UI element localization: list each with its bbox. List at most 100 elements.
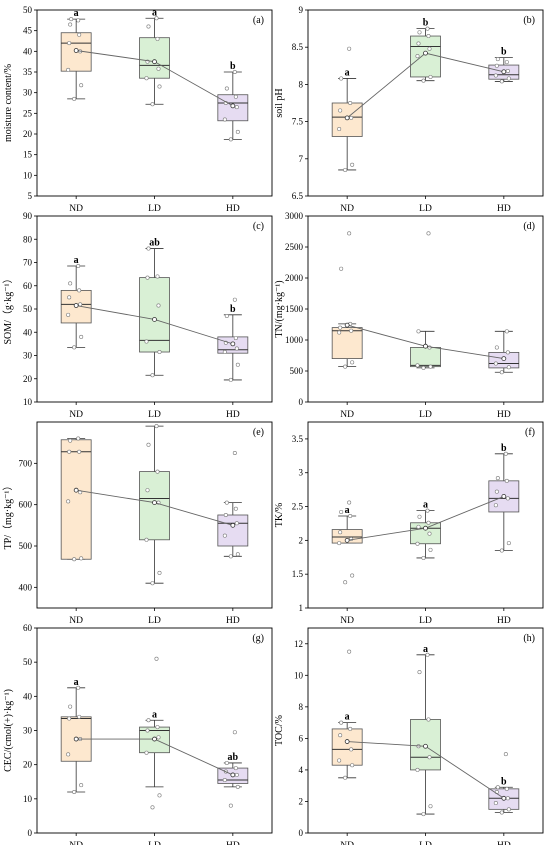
mean-marker (73, 303, 79, 308)
panel-6: 1 1.5 2 2.5 3 3.5 TK/% (f) ND a LD a HD b (274, 421, 544, 626)
box-LD (139, 277, 170, 353)
y-tick-label: 30 (23, 351, 33, 361)
y-tick-label: 1500 (285, 304, 304, 314)
data-point (505, 350, 510, 355)
data-point (154, 424, 159, 429)
data-point (493, 73, 498, 78)
mean-marker (152, 736, 157, 742)
data-point (68, 704, 73, 709)
data-point (506, 807, 511, 812)
data-point (144, 750, 149, 755)
data-point (223, 512, 228, 517)
panel-1: 5 10 15 20 25 30 35 40 45 50 moisture content/% (a)… (3, 5, 273, 214)
y-tick-label: 20 (23, 374, 33, 384)
data-point (339, 509, 344, 514)
x-tick-label: LD (148, 204, 161, 214)
mean-marker (73, 736, 79, 742)
y-tick-label: 3.5 (292, 434, 304, 444)
y-tick-label: 500 (19, 541, 33, 551)
data-point (157, 793, 162, 798)
data-point (155, 725, 160, 730)
data-point (505, 496, 510, 501)
data-point (156, 303, 161, 308)
y-tick-label: 2.5 (292, 502, 304, 512)
y-tick-label: 30 (23, 88, 33, 98)
data-point (157, 570, 162, 575)
y-tick-label: 10 (23, 794, 33, 804)
data-point (494, 489, 499, 494)
mean-marker (152, 317, 157, 322)
data-point (348, 726, 353, 731)
y-tick-label: 50 (23, 5, 33, 15)
data-point (235, 129, 240, 134)
mean-marker (423, 50, 428, 56)
data-point (222, 778, 227, 783)
data-point (493, 361, 498, 366)
data-point (339, 76, 344, 81)
data-point (417, 30, 422, 35)
mean-marker (230, 772, 236, 778)
data-point (494, 63, 499, 68)
data-point (150, 581, 155, 586)
x-tick-label: HD (226, 841, 240, 845)
y-tick-label: 12 (294, 639, 303, 649)
y-tick-label: 600 (19, 500, 33, 510)
data-point (417, 514, 422, 519)
data-point (339, 720, 344, 725)
data-point (146, 442, 151, 447)
data-point (337, 127, 342, 132)
data-point (224, 86, 229, 91)
y-tick-label: 50 (23, 304, 33, 314)
data-point (155, 469, 160, 474)
x-tick-label: ND (340, 204, 354, 214)
y-tick-label: 0 (299, 828, 304, 838)
data-point (235, 784, 240, 789)
data-point (150, 373, 155, 378)
data-point (233, 766, 238, 771)
data-point (79, 83, 84, 88)
data-point (154, 16, 159, 21)
data-point (69, 17, 74, 22)
y-tick-label: 0 (28, 828, 33, 838)
mean-marker (230, 341, 236, 347)
data-point (416, 41, 421, 46)
data-point (228, 377, 233, 382)
x-tick-label: LD (419, 410, 432, 420)
data-point (499, 79, 504, 84)
y-tick-label: 7.5 (292, 117, 304, 127)
y-axis-label: soil pH (274, 88, 285, 117)
box-LD (410, 35, 441, 78)
mean-marker (423, 343, 428, 349)
mean-marker (423, 525, 428, 531)
data-point (72, 557, 77, 562)
data-point (349, 115, 354, 120)
data-point (415, 767, 420, 772)
data-point (222, 350, 227, 355)
data-point (494, 345, 499, 350)
y-tick-label: 20 (23, 129, 33, 139)
y-tick-label: 6 (299, 733, 304, 743)
y-tick-label: 6.5 (292, 191, 304, 201)
y-tick-label: 35 (23, 67, 33, 77)
y-tick-label: 40 (23, 327, 33, 337)
significance-letter: a (345, 67, 350, 78)
x-tick-label: HD (497, 616, 511, 626)
x-tick-label: HD (226, 616, 240, 626)
data-point (338, 530, 343, 535)
data-point (426, 520, 431, 525)
y-tick-label: 700 (19, 458, 33, 468)
y-tick-label: 3000 (285, 211, 304, 221)
data-point (503, 752, 508, 757)
panel-8: 0 2 4 6 8 10 12 TOC/% (h) ND a LD a HD b (274, 627, 544, 845)
data-point (156, 735, 161, 740)
data-point (150, 102, 155, 107)
significance-letter: a (345, 712, 350, 723)
data-point (425, 26, 430, 31)
data-point (427, 46, 432, 51)
panel-label: (b) (523, 15, 535, 26)
data-point (506, 76, 511, 81)
y-tick-label: 70 (23, 258, 33, 268)
mean-marker (344, 322, 350, 328)
data-point (228, 803, 233, 808)
data-point (232, 450, 237, 455)
